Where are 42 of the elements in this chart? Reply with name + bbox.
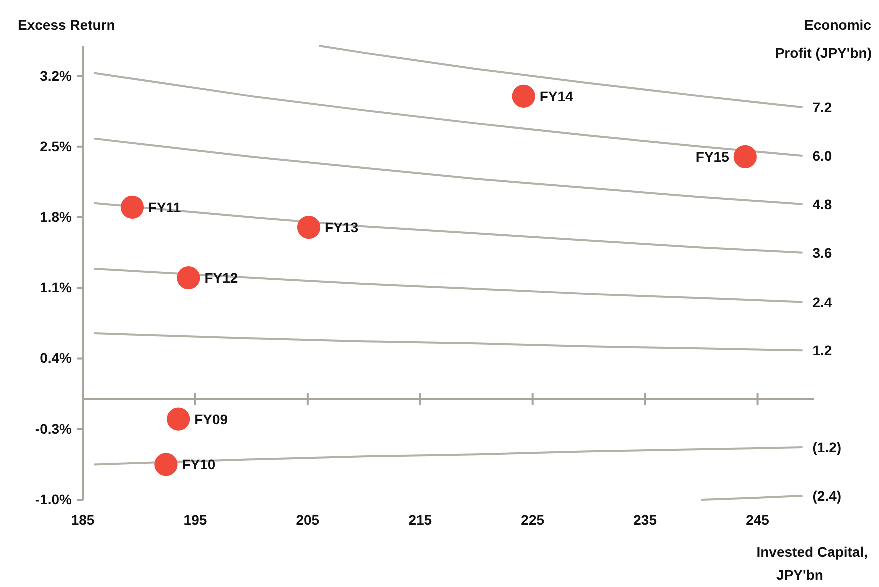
series-label: 1.2 bbox=[812, 342, 832, 359]
point bbox=[177, 266, 200, 290]
series-label: 7.2 bbox=[812, 100, 832, 116]
x-tick-label: 245 bbox=[746, 512, 770, 528]
point bbox=[154, 453, 178, 476]
y-axis-title: Excess Return bbox=[18, 17, 116, 33]
y-tick-label: 0.4% bbox=[40, 350, 73, 366]
y-tick-label: 1.8% bbox=[40, 208, 73, 225]
annotation: FY15 bbox=[696, 148, 730, 165]
line-series bbox=[93, 202, 804, 254]
line-series bbox=[93, 268, 804, 304]
point bbox=[512, 84, 536, 108]
annotation: FY12 bbox=[204, 270, 238, 286]
annotation: FY10 bbox=[182, 456, 216, 473]
annotation: FY14 bbox=[540, 88, 574, 104]
legend-title: Economic Profit (JPY'bn) bbox=[775, 17, 872, 61]
series-label: 6.0 bbox=[812, 148, 832, 164]
x-tick-label: 235 bbox=[634, 512, 658, 528]
y-tick-label: -1.0% bbox=[35, 491, 73, 508]
x-axis-title: Invested Capital, JPY'bn bbox=[756, 544, 868, 583]
point bbox=[297, 216, 321, 240]
series-label: 4.8 bbox=[812, 196, 832, 212]
x-tick-label: 205 bbox=[296, 512, 320, 528]
y-tick-label: 3.2% bbox=[40, 68, 73, 84]
point bbox=[734, 145, 757, 169]
line-series bbox=[93, 332, 804, 352]
point bbox=[167, 408, 190, 431]
annotation: FY11 bbox=[148, 199, 182, 216]
annotation: FY13 bbox=[325, 220, 359, 236]
x-tick-label: 185 bbox=[71, 512, 95, 528]
y-tick-label: -0.3% bbox=[35, 420, 73, 437]
series-label: 3.6 bbox=[812, 244, 832, 261]
annotation: FY09 bbox=[194, 411, 228, 428]
y-tick-label: 1.1% bbox=[40, 280, 73, 296]
x-tick-label: 195 bbox=[184, 512, 208, 528]
x-tick-label: 215 bbox=[408, 512, 432, 528]
series-label: (2.4) bbox=[812, 488, 842, 504]
x-tick-label: 225 bbox=[521, 512, 545, 528]
series-label: 2.4 bbox=[812, 294, 832, 310]
series-label: (1.2) bbox=[812, 440, 842, 456]
y-tick-label: 2.5% bbox=[40, 138, 73, 154]
point bbox=[120, 196, 144, 219]
